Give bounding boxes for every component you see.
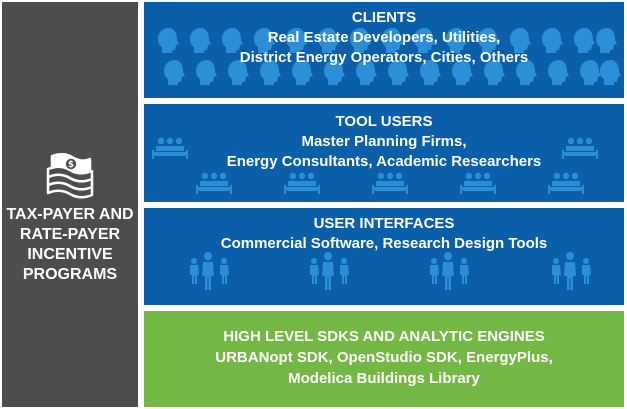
tool-users-text: TOOL USERS Master Planning Firms, Energy…: [144, 112, 624, 172]
panel-title: CLIENTS: [351, 9, 417, 26]
user-interfaces-panel: USER INTERFACES Commercial Software, Res…: [144, 208, 624, 305]
panel-title: USER INTERFACES: [313, 215, 455, 232]
panel-title: TOOL USERS: [335, 113, 433, 130]
panel-line: Energy Consultants, Academic Researchers: [226, 153, 542, 170]
incentive-programs-label: TAX-PAYER AND RATE-PAYER INCENTIVE PROGR…: [2, 205, 138, 285]
person-icon: [442, 252, 454, 290]
clients-panel: CLIENTS Real Estate Developers, Utilitie…: [144, 2, 624, 98]
money-stack-icon: $: [46, 153, 94, 199]
meeting-table-icon: [548, 172, 584, 194]
panel-line: Modelica Buildings Library: [288, 370, 480, 387]
person-icon: [552, 258, 561, 284]
label-line: RATE-PAYER: [19, 226, 121, 243]
person-icon: [220, 258, 229, 284]
meeting-table-icon: [284, 172, 320, 194]
label-line: TAX-PAYER AND: [6, 206, 134, 223]
panel-line: District Energy Operators, Cities, Other…: [239, 49, 529, 66]
label-line: INCENTIVE: [27, 246, 113, 263]
meeting-table-icon: [372, 172, 408, 194]
person-icon: [430, 258, 439, 284]
person-icon: [310, 258, 319, 284]
user-interfaces-text: USER INTERFACES Commercial Software, Res…: [144, 214, 624, 254]
panel-line: Real Estate Developers, Utilities,: [267, 29, 501, 46]
sdks-text: HIGH LEVEL SDKS AND ANALYTIC ENGINES URB…: [144, 326, 624, 389]
panel-line: Master Planning Firms,: [301, 133, 467, 150]
person-icon: [340, 258, 349, 284]
label-line: PROGRAMS: [22, 266, 118, 283]
panel-line: Commercial Software, Research Design Too…: [220, 235, 548, 252]
person-icon: [202, 252, 214, 290]
person-icon: [322, 252, 334, 290]
person-icon: [460, 258, 469, 284]
tool-users-panel: TOOL USERS Master Planning Firms, Energy…: [144, 104, 624, 202]
incentive-programs-column: $ TAX-PAYER AND RATE-PAYER INCENTIVE PRO…: [2, 2, 138, 407]
svg-text:$: $: [68, 160, 74, 170]
meeting-table-icon: [196, 172, 232, 194]
meeting-table-icon: [460, 172, 496, 194]
person-icon: [582, 258, 591, 284]
sdks-panel: HIGH LEVEL SDKS AND ANALYTIC ENGINES URB…: [144, 311, 624, 407]
panel-line: URBANopt SDK, OpenStudio SDK, EnergyPlus…: [215, 349, 553, 366]
panel-title: HIGH LEVEL SDKS AND ANALYTIC ENGINES: [223, 328, 545, 345]
person-icon: [564, 252, 576, 290]
person-icon: [190, 258, 199, 284]
clients-text: CLIENTS Real Estate Developers, Utilitie…: [144, 8, 624, 68]
